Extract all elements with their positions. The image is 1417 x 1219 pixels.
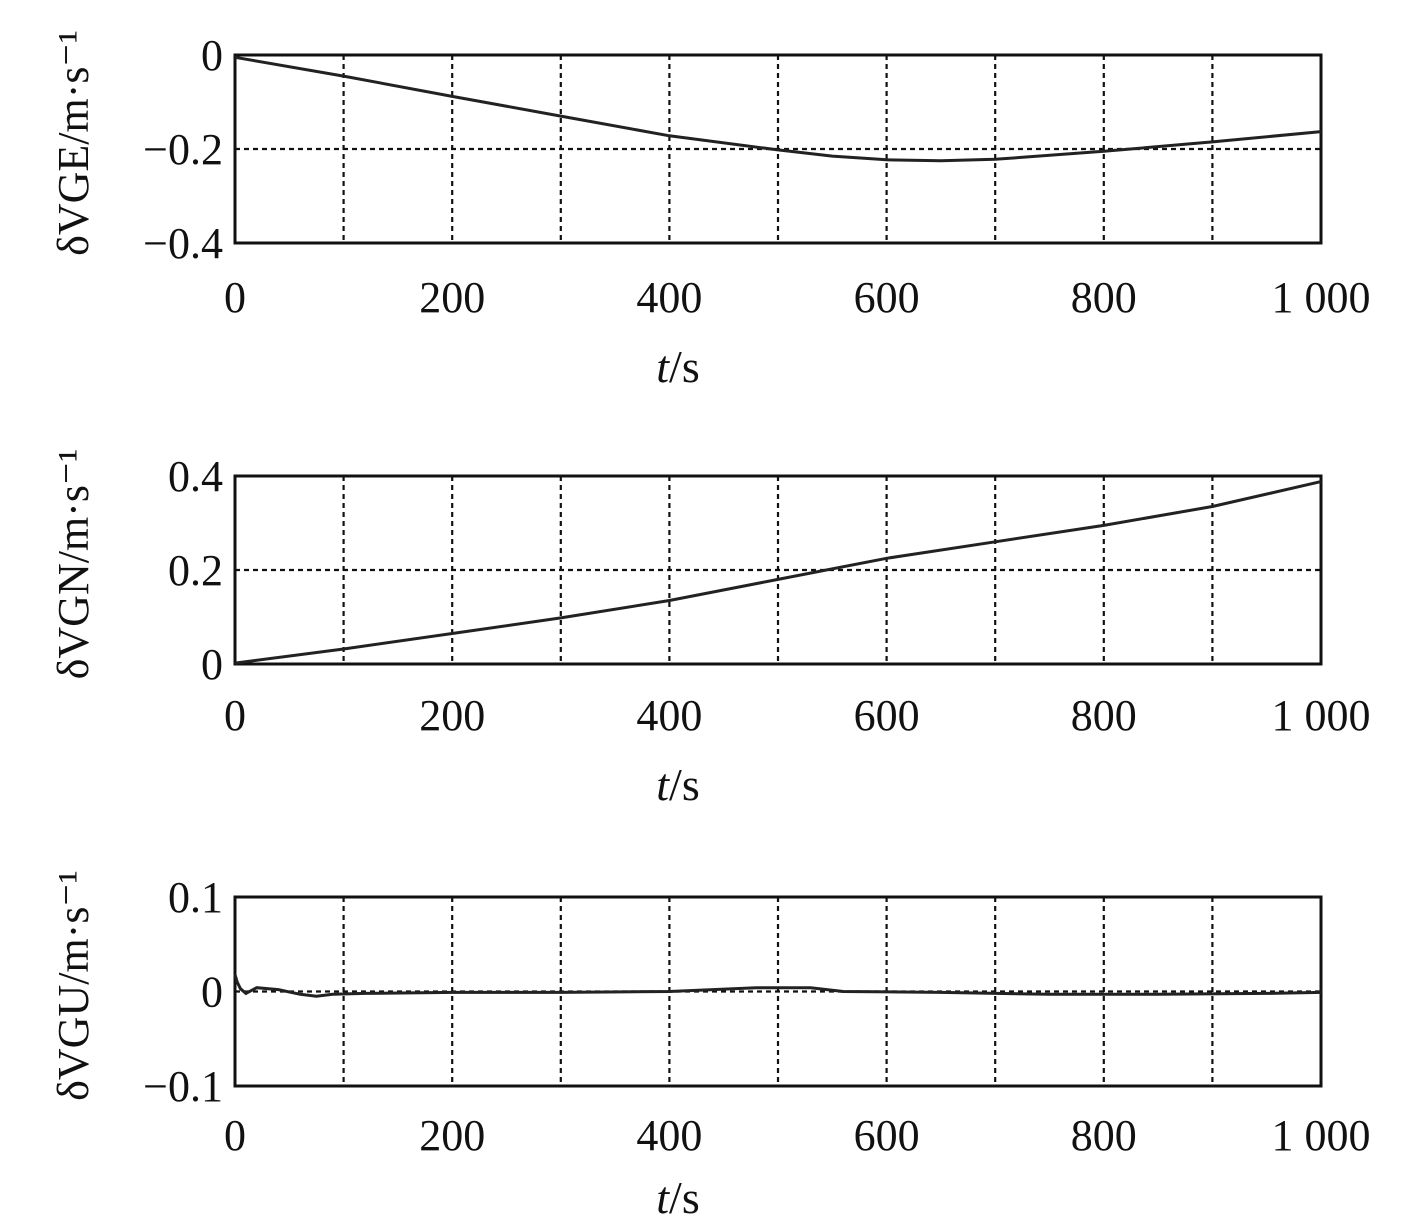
- plot-frame: [233, 895, 1323, 1088]
- x-axis-label-var: t: [656, 341, 670, 392]
- series-line-1: [234, 55, 1322, 163]
- x-tick-label: 600: [854, 273, 920, 322]
- y-axis-label: δVGN/m·s⁻¹: [49, 449, 98, 680]
- x-tick-label: 400: [636, 1111, 702, 1160]
- x-axis-label-unit: /s: [669, 1172, 700, 1219]
- x-tick-label: 200: [419, 691, 485, 740]
- x-axis-label: t/s: [656, 341, 699, 392]
- x-tick-label: 0: [224, 691, 246, 740]
- chart-panel-2: 0 200 400 600 800 1 000 0.4 0.2 0 δVGN/m·s⁻¹ t/s: [49, 449, 1371, 810]
- x-tick-label: 400: [636, 691, 702, 740]
- x-tick-label: 200: [419, 273, 485, 322]
- y-axis-label: δVGU/m·s⁻¹: [49, 870, 98, 1101]
- x-tick-label: 1 000: [1272, 273, 1371, 322]
- y-tick-label: −0.4: [143, 219, 223, 268]
- x-tick-label: 600: [854, 1111, 920, 1160]
- x-tick-label: 800: [1071, 273, 1137, 322]
- x-tick-label: 600: [854, 691, 920, 740]
- y-tick-label: 0: [201, 968, 223, 1017]
- y-tick-label: 0: [201, 640, 223, 689]
- x-tick-label: 1 000: [1272, 691, 1371, 740]
- series-line-1: [233, 974, 1322, 998]
- y-tick-label: 0.1: [168, 873, 223, 922]
- x-tick-label: 0: [224, 273, 246, 322]
- plot-frame: [233, 474, 1323, 666]
- chart-panel-1: 0 200 400 600 800 1 000 0 −0.2 −0.4 δVGE/m·s⁻¹ t/s: [49, 30, 1371, 392]
- x-axis-label: t/s: [656, 759, 699, 810]
- x-tick-label: 400: [636, 273, 702, 322]
- y-tick-label: 0.4: [168, 452, 223, 501]
- x-tick-label: 0: [224, 1111, 246, 1160]
- x-tick-label: 800: [1071, 1111, 1137, 1160]
- y-tick-label: 0: [201, 31, 223, 80]
- y-tick-label: −0.2: [143, 125, 223, 174]
- series-line-1: [234, 480, 1322, 665]
- y-tick-label: 0.2: [168, 546, 223, 595]
- x-tick-label: 200: [419, 1111, 485, 1160]
- x-tick-label: 800: [1071, 691, 1137, 740]
- x-axis-label-unit: /s: [669, 341, 700, 392]
- x-axis-label-var: t: [656, 759, 670, 810]
- plot-frame: [233, 53, 1323, 245]
- y-axis-label: δVGE/m·s⁻¹: [49, 30, 98, 256]
- x-axis-label-var: t: [656, 1172, 670, 1219]
- x-axis-label-unit: /s: [669, 759, 700, 810]
- x-axis-label: t/s: [656, 1172, 699, 1219]
- y-tick-label: −0.1: [143, 1062, 223, 1111]
- x-tick-label: 1 000: [1272, 1111, 1371, 1160]
